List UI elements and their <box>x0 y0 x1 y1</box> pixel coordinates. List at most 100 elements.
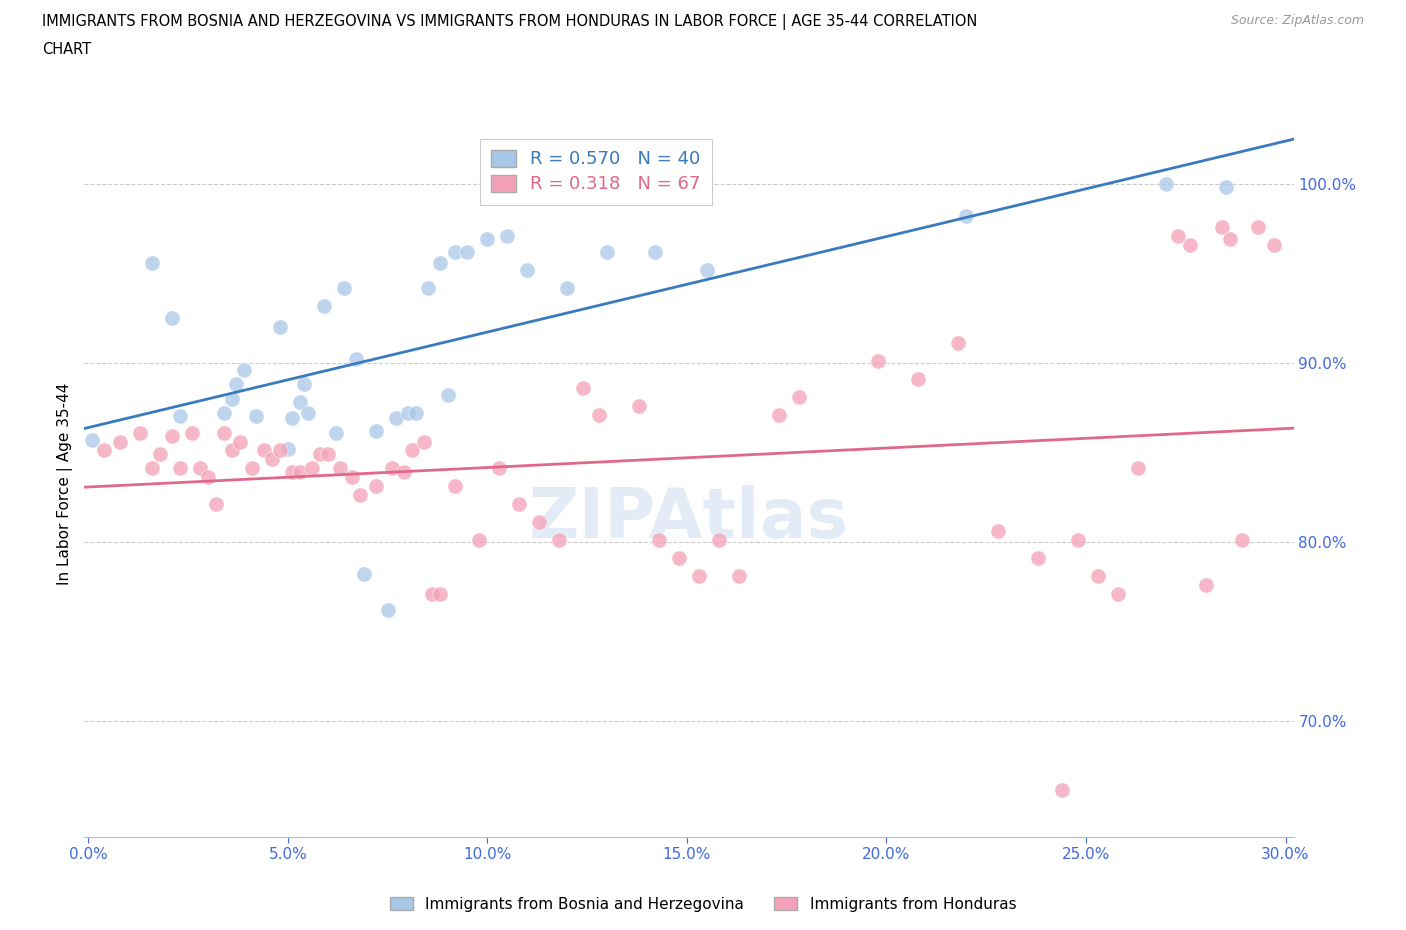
Point <box>381 461 404 476</box>
Point <box>344 352 367 366</box>
Point <box>212 405 235 420</box>
Point <box>269 320 291 335</box>
Point <box>596 245 619 259</box>
Point <box>868 353 890 368</box>
Point <box>329 461 352 476</box>
Point <box>468 533 491 548</box>
Point <box>221 443 243 458</box>
Point <box>644 245 666 259</box>
Point <box>233 363 256 378</box>
Point <box>160 429 183 444</box>
Point <box>1107 586 1129 601</box>
Point <box>1195 578 1218 592</box>
Point <box>260 452 283 467</box>
Point <box>269 443 291 458</box>
Point <box>688 568 710 583</box>
Point <box>364 479 387 494</box>
Point <box>1087 568 1109 583</box>
Point <box>392 464 415 479</box>
Point <box>416 280 439 295</box>
Point <box>1050 783 1073 798</box>
Point <box>364 423 387 438</box>
Point <box>555 280 578 295</box>
Point <box>245 409 267 424</box>
Point <box>768 407 790 422</box>
Point <box>325 425 347 440</box>
Point <box>412 434 434 449</box>
Text: IMMIGRANTS FROM BOSNIA AND HERZEGOVINA VS IMMIGRANTS FROM HONDURAS IN LABOR FORC: IMMIGRANTS FROM BOSNIA AND HERZEGOVINA V… <box>42 14 977 30</box>
Point <box>648 533 671 548</box>
Point <box>93 443 115 458</box>
Point <box>281 464 304 479</box>
Point <box>188 461 211 476</box>
Point <box>436 388 458 403</box>
Point <box>169 409 191 424</box>
Y-axis label: In Labor Force | Age 35-44: In Labor Force | Age 35-44 <box>58 382 73 585</box>
Point <box>429 586 451 601</box>
Point <box>668 551 690 565</box>
Point <box>508 497 530 512</box>
Point <box>308 446 330 461</box>
Point <box>572 380 595 395</box>
Point <box>696 262 718 277</box>
Point <box>1126 461 1149 476</box>
Point <box>205 497 228 512</box>
Point <box>1167 229 1189 244</box>
Point <box>316 446 339 461</box>
Point <box>277 441 299 456</box>
Text: CHART: CHART <box>42 42 91 57</box>
Point <box>1026 551 1049 565</box>
Point <box>332 280 354 295</box>
Point <box>987 524 1010 538</box>
Point <box>129 425 152 440</box>
Text: Source: ZipAtlas.com: Source: ZipAtlas.com <box>1230 14 1364 27</box>
Point <box>229 434 252 449</box>
Point <box>281 411 304 426</box>
Point <box>1067 533 1090 548</box>
Legend: Immigrants from Bosnia and Herzegovina, Immigrants from Honduras: Immigrants from Bosnia and Herzegovina, … <box>384 890 1022 918</box>
Point <box>349 488 371 503</box>
Point <box>955 208 977 223</box>
Point <box>477 232 499 246</box>
Point <box>488 461 510 476</box>
Point <box>149 446 172 461</box>
Text: ZIPAtlas: ZIPAtlas <box>529 485 849 552</box>
Point <box>1230 533 1253 548</box>
Point <box>240 461 263 476</box>
Point <box>353 566 375 581</box>
Point <box>212 425 235 440</box>
Point <box>1246 219 1268 234</box>
Point <box>707 533 730 548</box>
Point <box>405 405 427 420</box>
Point <box>1211 219 1233 234</box>
Point <box>312 299 335 313</box>
Point <box>420 586 443 601</box>
Point <box>292 377 315 392</box>
Point <box>429 255 451 270</box>
Point <box>1219 232 1241 246</box>
Point <box>340 470 363 485</box>
Point <box>225 377 247 392</box>
Point <box>396 405 419 420</box>
Point <box>169 461 191 476</box>
Point <box>110 434 132 449</box>
Point <box>301 461 323 476</box>
Point <box>529 514 551 529</box>
Point <box>288 394 311 409</box>
Point <box>221 392 243 406</box>
Point <box>401 443 423 458</box>
Point <box>141 255 163 270</box>
Point <box>588 407 610 422</box>
Point <box>297 405 319 420</box>
Point <box>384 411 406 426</box>
Point <box>948 336 970 351</box>
Point <box>82 432 104 447</box>
Point <box>628 398 651 413</box>
Point <box>197 470 219 485</box>
Point <box>444 245 467 259</box>
Point <box>1178 237 1201 252</box>
Point <box>141 461 163 476</box>
Point <box>444 479 467 494</box>
Point <box>288 464 311 479</box>
Point <box>496 229 519 244</box>
